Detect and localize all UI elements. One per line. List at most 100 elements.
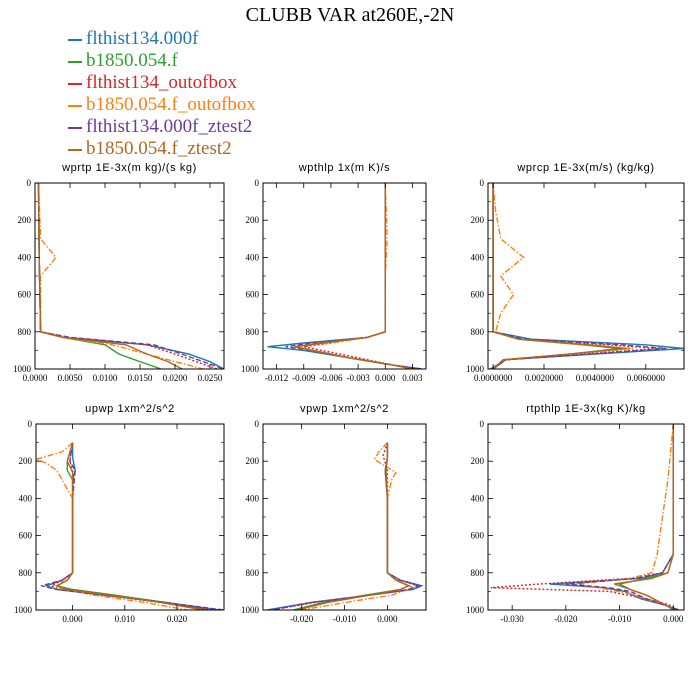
series-line [490, 183, 684, 369]
chart-title: rtpthlp 1E-3x(kg K)/kg [526, 403, 646, 415]
plot-frame [487, 182, 685, 370]
x-tick-label: -0.010 [608, 614, 632, 624]
y-tick-label: 800 [471, 327, 485, 337]
series-line [297, 442, 411, 610]
series-line [490, 424, 679, 610]
x-tick-label: -0.006 [319, 373, 343, 383]
x-tick-label: 0.0060000 [627, 373, 666, 383]
x-tick-label: -0.010 [333, 614, 357, 624]
series-group [37, 183, 224, 369]
series-line [271, 442, 420, 610]
legend-swatch [68, 60, 82, 63]
legend-swatch [68, 104, 82, 107]
y-tick-label: 200 [471, 215, 485, 225]
y-tick-label: 0 [255, 419, 260, 429]
series-line [54, 442, 209, 610]
y-tick-label: 400 [19, 493, 33, 503]
series-line [267, 183, 422, 369]
y-tick-label: 1000 [14, 605, 33, 615]
legend: flthist134.000f b1850.054.f flthist134_o… [68, 28, 256, 160]
chart-panel: rtpthlp 1E-3x(kg K)/kg 0 200 400 600 800 1000 -… [466, 403, 685, 624]
chart-panel: upwp 1xm^2/s^2 0 200 400 600 800 1000 0.000 0.01… [14, 403, 225, 624]
series-line [492, 183, 626, 369]
series-line [301, 442, 416, 610]
y-tick-label: 0 [480, 178, 485, 188]
legend-label: b1850.054.f_ztest2 [86, 138, 232, 159]
series-line [37, 183, 224, 369]
x-tick-label: -0.020 [554, 614, 578, 624]
x-tick-label: -0.030 [501, 614, 525, 624]
x-tick-label: 0.000 [663, 614, 684, 624]
y-tick-label: 200 [471, 456, 485, 466]
y-tick-label: 800 [246, 327, 260, 337]
chart-title: vpwp 1xm^2/s^2 [300, 403, 389, 415]
y-tick-label: 400 [471, 252, 485, 262]
x-tick-label: 0.020 [167, 614, 188, 624]
series-group [36, 442, 224, 610]
series-line [36, 442, 188, 610]
y-tick-label: 1000 [466, 364, 485, 374]
x-tick-label: 0.0000 [23, 373, 48, 383]
series-group [490, 183, 684, 369]
x-tick-label: 0.0100 [93, 373, 118, 383]
legend-label: b1850.054.f_outofbox [86, 94, 256, 115]
legend-item: b1850.054.f [68, 50, 256, 72]
series-group [267, 183, 422, 369]
x-tick-label: -0.003 [346, 373, 370, 383]
chart-title: wpthlp 1x(m K)/s [298, 162, 391, 174]
legend-item: flthist134_outofbox [68, 72, 256, 94]
legend-item: b1850.054.f_outofbox [68, 94, 256, 116]
y-tick-label: 0 [27, 178, 32, 188]
chart-title: upwp 1xm^2/s^2 [85, 403, 175, 415]
y-tick-label: 600 [471, 531, 485, 541]
y-tick-label: 400 [246, 252, 260, 262]
y-tick-label: 600 [246, 290, 260, 300]
series-line [267, 442, 424, 610]
chart-panel: wpthlp 1x(m K)/s02004006008001000-0.012-… [241, 162, 427, 383]
y-tick-label: 200 [246, 215, 260, 225]
figure-title: CLUBB VAR at260E,-2N [245, 4, 455, 26]
series-line [37, 183, 183, 369]
series-line [613, 424, 674, 610]
x-tick-label: 0.003 [402, 373, 423, 383]
plot-frame [34, 182, 225, 370]
series-line [55, 442, 204, 610]
series-line [565, 424, 679, 610]
y-tick-label: 600 [19, 531, 33, 541]
series-line [37, 183, 224, 369]
y-tick-label: 200 [246, 456, 260, 466]
y-tick-label: 800 [19, 568, 33, 578]
x-tick-label: 0.0250 [198, 373, 223, 383]
y-tick-label: 1000 [466, 605, 485, 615]
y-tick-label: 800 [246, 568, 260, 578]
series-line [292, 442, 411, 610]
series-line [37, 183, 218, 369]
plot-frame [262, 182, 427, 370]
chart-panel: wprtp 1E-3x(m kg)/(s kg) 0 200 400 600 800 100… [13, 162, 225, 383]
y-tick-label: 0 [480, 419, 485, 429]
series-group [267, 442, 424, 610]
series-line [294, 183, 413, 369]
x-tick-label: 0.000 [375, 373, 396, 383]
y-tick-label: 400 [246, 493, 260, 503]
chart-panel: vpwp 1xm^2/s^2 0 200 400 600 800 1000 -0.020 -0.… [241, 403, 427, 624]
x-tick-label: 0.0020000 [525, 373, 564, 383]
x-tick-label: 0.0000000 [474, 373, 513, 383]
legend-label: flthist134.000f [86, 28, 199, 49]
series-line [271, 442, 422, 610]
x-tick-label: -0.012 [265, 373, 288, 383]
legend-item: flthist134.000f_ztest2 [68, 116, 256, 138]
x-tick-label: 0.0050 [58, 373, 83, 383]
x-tick-label: 0.000 [62, 614, 83, 624]
y-tick-label: 1000 [241, 364, 260, 374]
legend-swatch [68, 82, 82, 85]
y-tick-label: 1000 [241, 605, 260, 615]
y-tick-label: 200 [18, 215, 32, 225]
y-tick-label: 800 [18, 327, 32, 337]
x-tick-label: 0.0150 [128, 373, 153, 383]
legend-label: flthist134_outofbox [86, 72, 237, 93]
y-tick-label: 400 [18, 252, 32, 262]
series-group [490, 424, 679, 610]
chart-title: wprtp 1E-3x(m kg)/(s kg) [61, 162, 197, 174]
